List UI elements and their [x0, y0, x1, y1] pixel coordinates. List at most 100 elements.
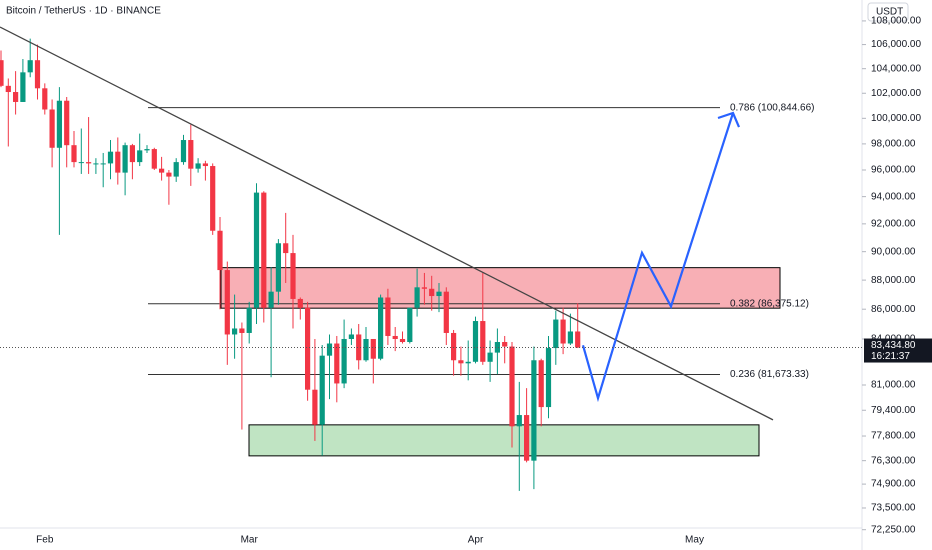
candle-body: [137, 150, 143, 163]
y-tick-label: 86,000.00: [871, 304, 916, 315]
candle-body: [392, 335, 398, 339]
candle-body: [93, 163, 99, 165]
candle-body: [516, 415, 522, 427]
candle-body: [458, 360, 464, 364]
candle-body: [49, 109, 55, 148]
candle-body: [122, 145, 128, 173]
candle-body: [107, 151, 114, 164]
candle-body: [78, 162, 84, 164]
candle-body: [173, 162, 179, 177]
candle-body: [159, 168, 165, 173]
candle-body: [13, 92, 19, 102]
candle-body: [305, 307, 311, 390]
plot-area: 0.786 (100,844.66) 0.382 (86,375.12) 0.236…: [0, 26, 815, 491]
candle-body: [56, 100, 62, 148]
candle-body: [195, 163, 201, 169]
last-price-box: [864, 338, 932, 363]
candle-body: [0, 60, 4, 86]
candle-body: [319, 355, 325, 425]
candle-body: [283, 243, 289, 254]
y-tick-label: 77,800.00: [871, 431, 916, 442]
candle-body: [27, 60, 33, 73]
resistance-zone: [220, 267, 781, 309]
candle-body: [370, 338, 376, 359]
last-price-label: 83,434.80: [871, 340, 916, 351]
candle-body: [202, 163, 208, 167]
candle-body: [538, 360, 544, 408]
candle-body: [553, 319, 559, 349]
candle-body: [253, 192, 260, 308]
y-tick-label: 81,000.00: [871, 380, 916, 391]
candle-body: [341, 338, 347, 384]
candle-body: [348, 334, 354, 339]
y-tick-label: 100,000.00: [871, 113, 921, 124]
y-tick-label: 98,000.00: [871, 139, 916, 150]
candle-body: [575, 331, 581, 348]
fib-label: 0.382 (86,375.12): [730, 298, 809, 309]
candle-body: [524, 415, 530, 461]
y-tick-label: 92,000.00: [871, 218, 916, 229]
x-tick-label: Mar: [241, 535, 259, 546]
y-tick-label: 90,000.00: [871, 246, 916, 257]
chart-title: Bitcoin / TetherUS · 1D · BINANCE: [6, 6, 161, 17]
candle-body: [363, 338, 369, 361]
y-tick-label: 102,000.00: [871, 88, 921, 99]
candle-body: [86, 162, 92, 164]
candle-body: [188, 140, 194, 169]
candle-body: [312, 389, 318, 425]
candle-body: [71, 145, 77, 163]
y-tick-label: 94,000.00: [871, 191, 916, 202]
y-tick-label: 106,000.00: [871, 39, 921, 50]
candle-body: [34, 60, 41, 89]
candle-body: [210, 166, 216, 231]
candle-body: [224, 270, 230, 335]
projection-arrowhead: [717, 111, 741, 128]
currency-label: USDT: [876, 7, 903, 18]
candle-body: [166, 172, 172, 177]
trendline: [0, 26, 774, 421]
candle-body: [151, 149, 157, 169]
candle-body: [20, 72, 26, 102]
candle-body: [407, 307, 413, 343]
support-zone: [248, 424, 760, 457]
y-tick-label: 96,000.00: [871, 165, 916, 176]
candle-body: [115, 151, 121, 173]
y-tick-label: 72,250.00: [871, 524, 916, 535]
candle-body: [509, 346, 515, 427]
candle-body: [239, 328, 245, 333]
y-tick-label: 74,900.00: [871, 479, 916, 490]
candle-body: [326, 343, 333, 356]
candle-body: [268, 291, 274, 308]
candle-body: [436, 291, 442, 297]
y-tick-label: 73,500.00: [871, 503, 916, 514]
candle-body: [465, 361, 471, 364]
currency-box[interactable]: [867, 2, 909, 22]
candle-body: [180, 140, 187, 163]
candle-body: [64, 100, 70, 146]
candle-body: [545, 348, 552, 408]
x-tick-label: May: [685, 535, 704, 546]
candle-body: [567, 331, 573, 344]
fib-label: 0.236 (81,673.33): [730, 369, 809, 380]
candle-body: [385, 297, 391, 336]
candle-body: [399, 338, 406, 343]
candle-body: [246, 307, 252, 333]
candle-body: [144, 149, 150, 151]
candle-body: [487, 352, 493, 362]
candle-body: [42, 88, 48, 110]
candle-body: [261, 192, 267, 308]
candle-body: [232, 328, 238, 335]
candle-body: [275, 243, 281, 292]
candle-body: [334, 343, 340, 384]
projection-path: [581, 112, 735, 403]
candle-body: [429, 288, 435, 297]
candle-body: [472, 321, 479, 362]
candle-body: [378, 297, 384, 359]
candle-body: [290, 253, 296, 299]
y-tick-label: 108,000.00: [871, 16, 921, 27]
y-tick-label: 79,400.00: [871, 405, 916, 416]
x-tick-label: Feb: [36, 535, 54, 546]
candle-body: [129, 145, 135, 163]
candle-body: [531, 360, 537, 461]
candle-body: [414, 287, 420, 308]
